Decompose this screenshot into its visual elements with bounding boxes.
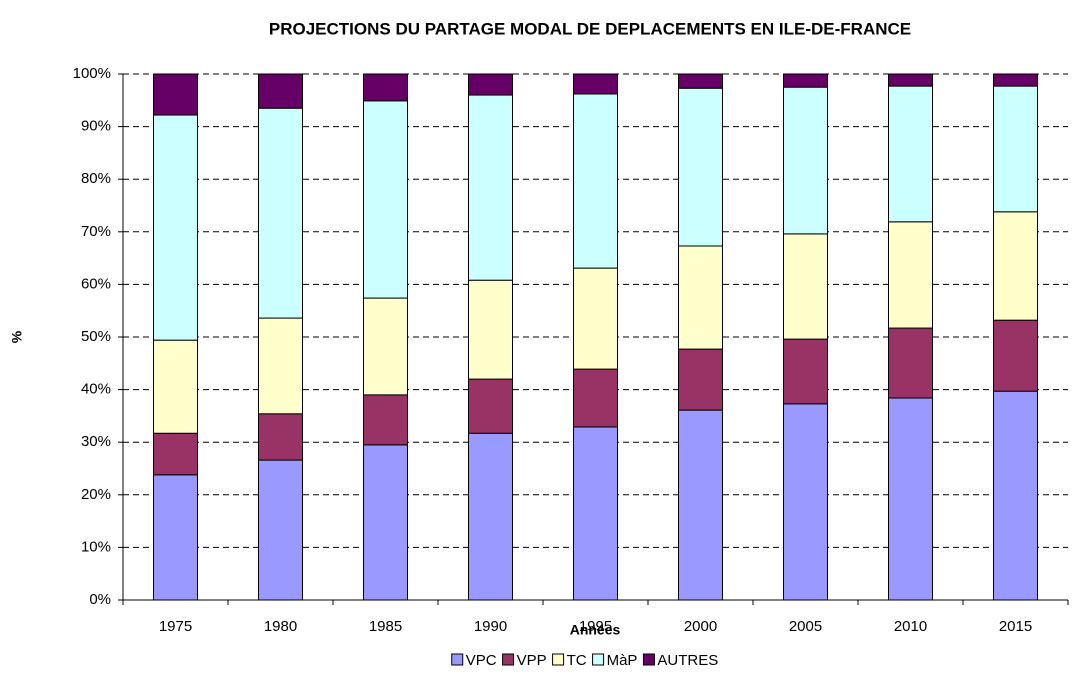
legend-swatch [552,653,565,666]
bar-segment [888,397,933,601]
bar-segment [573,426,618,601]
bar-segment [678,87,723,247]
y-tick-label: 20% [81,486,111,503]
bar-segment [993,390,1038,601]
x-tick-label: 1980 [264,618,297,635]
bar-segment [363,394,408,446]
bar-segment [573,267,618,370]
bar-segment [468,378,513,434]
y-axis-title: % [9,330,25,343]
bar-segment [678,409,723,601]
legend-label: VPC [466,652,497,669]
legend-label: VPP [517,652,547,669]
bar-segment [468,432,513,601]
bar-segment [678,348,723,411]
legend-swatch [642,653,655,666]
y-tick-label: 30% [81,433,111,450]
bar-segment [363,444,408,601]
bar-segment [363,297,408,396]
bar-segment [153,432,198,476]
bar-segment [573,93,618,269]
bar-segment [678,73,723,89]
bar-segment [258,413,303,461]
bar-segment [258,73,303,109]
bar-segment [153,339,198,434]
y-tick-label: 100% [73,65,111,82]
bar-segment [678,245,723,350]
x-tick-label: 1985 [369,618,402,635]
bar-segment [468,73,513,96]
bar-segment [573,73,618,95]
x-axis-title: Années [570,622,621,638]
y-tick-label: 50% [81,328,111,345]
legend-label: TC [567,652,587,669]
bar-segment [993,85,1038,213]
bar-segment [783,338,828,405]
y-tick-label: 70% [81,223,111,240]
bar-segment [258,317,303,415]
bar-segment [363,73,408,102]
legend-swatch [451,653,464,666]
bar-segment [153,114,198,341]
y-tick-label: 0% [89,591,111,608]
y-tick-label: 90% [81,118,111,135]
bar-segment [258,459,303,601]
y-tick-label: 80% [81,170,111,187]
bar-segment [783,233,828,340]
x-tick-label: 1975 [159,618,192,635]
y-tick-label: 10% [81,538,111,555]
legend-swatch [502,653,515,666]
bar-segment [888,221,933,329]
bar-segment [888,85,933,223]
bar-segment [363,100,408,299]
bar-segment [993,319,1038,392]
legend-swatch [592,653,605,666]
x-tick-label: 2015 [999,618,1032,635]
legend-label: MàP [607,652,638,669]
bar-segment [888,73,933,87]
y-tick-label: 40% [81,381,111,398]
bar-segment [993,211,1038,321]
bar-segment [153,474,198,601]
legend-label: AUTRES [657,652,718,669]
x-tick-label: 2010 [894,618,927,635]
bar-segment [888,327,933,399]
bar-segment [468,94,513,281]
bar-segment [468,279,513,380]
x-tick-label: 1990 [474,618,507,635]
bar-segment [783,73,828,88]
x-tick-label: 2005 [789,618,822,635]
y-tick-label: 60% [81,275,111,292]
bar-segment [783,403,828,601]
bar-segment [153,73,198,116]
bar-segment [783,86,828,235]
bar-segment [573,368,618,428]
bar-segment [993,73,1038,87]
x-tick-label: 2000 [684,618,717,635]
x-tick-label: 1995 [579,618,612,635]
chart-title: PROJECTIONS DU PARTAGE MODAL DE DEPLACEM… [269,19,911,38]
bar-segment [258,107,303,319]
